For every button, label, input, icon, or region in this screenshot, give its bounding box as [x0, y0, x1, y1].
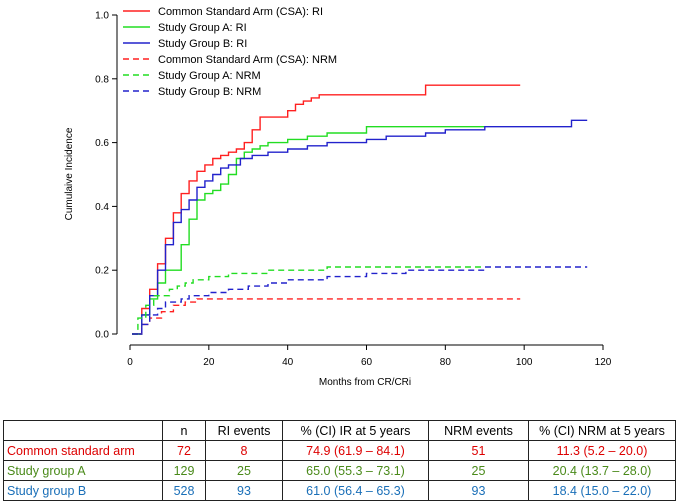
y-tick-label: 1.0 — [95, 11, 109, 22]
table-header-cell: NRM events — [428, 420, 529, 441]
y-axis-label: Cumulaive Incidence — [64, 127, 75, 220]
x-tick-label: 100 — [516, 357, 533, 368]
table-cell: 72 — [162, 440, 206, 461]
x-tick-label: 20 — [203, 357, 215, 368]
table-cell: 65.0 (55.3 – 73.1) — [282, 460, 429, 481]
legend-label: Study Group A: RI — [158, 22, 247, 34]
table-cell: Study group B — [3, 480, 163, 501]
table-cell: 25 — [428, 460, 529, 481]
table-header-cell: RI events — [205, 420, 283, 441]
table-row: Study group A 129 25 65.0 (55.3 – 73.1) … — [3, 460, 676, 481]
series-line-3 — [132, 119, 588, 335]
x-axis-label: Months from CR/CRi — [319, 377, 411, 388]
series-line-5 — [132, 266, 485, 335]
table-cell: 51 — [428, 440, 529, 461]
table-cell: 11.3 (5.2 – 20.0) — [528, 440, 676, 461]
table-cell: 74.9 (61.9 – 84.1) — [282, 440, 429, 461]
table-cell: 93 — [428, 480, 529, 501]
series-line-4 — [132, 298, 521, 335]
table-cell: Common standard arm — [3, 440, 163, 461]
x-tick-label: 60 — [361, 357, 373, 368]
legend-label: Study Group B: NRM — [158, 86, 261, 98]
table-cell: 18.4 (15.0 – 22.0) — [528, 480, 676, 501]
table-header-cell: % (CI) NRM at 5 years — [528, 420, 676, 441]
series-line-6 — [132, 266, 588, 335]
cumulative-incidence-chart: 0 20 40 60 80 100 120 0.0 0.2 0.4 0.6 0.8 1.0 Common… — [64, 6, 612, 388]
x-tick-label: 80 — [440, 357, 452, 368]
table-row: Study group B 528 93 61.0 (56.4 – 65.3) … — [3, 480, 676, 501]
table-cell: 8 — [205, 440, 283, 461]
legend-label: Common Standard Arm (CSA): NRM — [158, 54, 337, 66]
legend-label: Common Standard Arm (CSA): RI — [158, 6, 323, 18]
table-cell: 25 — [205, 460, 283, 481]
y-tick-label: 0.8 — [95, 74, 109, 85]
chart-series — [132, 84, 588, 335]
table-row: Common standard arm 72 8 74.9 (61.9 – 84… — [3, 440, 676, 461]
y-tick-label: 0.4 — [95, 202, 109, 213]
table-header-row: n RI events % (CI) IR at 5 years NRM eve… — [3, 420, 676, 441]
legend-label: Study Group B: RI — [158, 38, 247, 50]
x-tick-label: 40 — [282, 357, 294, 368]
table-header-cell: % (CI) IR at 5 years — [282, 420, 429, 441]
summary-table: n RI events % (CI) IR at 5 years NRM eve… — [3, 420, 676, 501]
x-tick-label: 0 — [127, 357, 133, 368]
y-tick-label: 0.2 — [95, 266, 109, 277]
chart-axes: 0 20 40 60 80 100 120 0.0 0.2 0.4 0.6 0.8 1.0 — [95, 11, 612, 369]
table-cell: 528 — [162, 480, 206, 501]
table-cell: 93 — [205, 480, 283, 501]
table-header-cell — [3, 420, 163, 441]
series-line-1 — [132, 84, 521, 335]
x-tick-label: 120 — [595, 357, 612, 368]
table-header-cell: n — [162, 420, 206, 441]
y-tick-label: 0.0 — [95, 330, 109, 341]
table-cell: Study group A — [3, 460, 163, 481]
chart-legend: Common Standard Arm (CSA): RI Study Group… — [123, 6, 337, 98]
table-cell: 61.0 (56.4 – 65.3) — [282, 480, 429, 501]
y-tick-label: 0.6 — [95, 138, 109, 149]
table-cell: 20.4 (13.7 – 28.0) — [528, 460, 676, 481]
table-cell: 129 — [162, 460, 206, 481]
legend-label: Study Group A: NRM — [158, 70, 261, 82]
